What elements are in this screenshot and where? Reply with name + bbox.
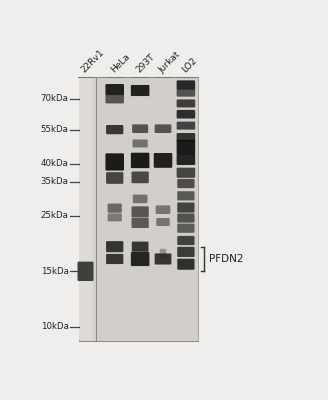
FancyBboxPatch shape [176,133,195,142]
FancyBboxPatch shape [176,80,195,90]
Text: 22Rv1: 22Rv1 [80,48,106,75]
FancyBboxPatch shape [105,94,124,104]
FancyBboxPatch shape [177,236,195,245]
FancyBboxPatch shape [177,247,195,257]
FancyBboxPatch shape [106,172,123,184]
FancyBboxPatch shape [108,204,122,213]
FancyBboxPatch shape [154,153,172,168]
FancyBboxPatch shape [132,206,149,218]
Text: 293T: 293T [134,52,156,75]
FancyBboxPatch shape [176,168,195,178]
FancyBboxPatch shape [177,191,195,200]
FancyBboxPatch shape [79,77,198,341]
FancyBboxPatch shape [177,213,195,223]
FancyBboxPatch shape [132,124,148,133]
FancyBboxPatch shape [156,205,170,214]
FancyBboxPatch shape [176,110,195,118]
FancyBboxPatch shape [177,259,195,270]
FancyBboxPatch shape [106,125,123,134]
Text: 70kDa: 70kDa [41,94,69,103]
Text: HeLa: HeLa [109,52,132,75]
FancyBboxPatch shape [133,195,148,203]
Text: 35kDa: 35kDa [41,178,69,186]
FancyBboxPatch shape [131,85,150,96]
FancyBboxPatch shape [156,218,170,226]
FancyBboxPatch shape [132,218,149,228]
FancyBboxPatch shape [177,202,195,213]
FancyBboxPatch shape [79,78,93,340]
FancyBboxPatch shape [176,100,195,108]
FancyBboxPatch shape [105,153,124,170]
Text: LO2: LO2 [180,56,198,75]
FancyBboxPatch shape [176,89,195,97]
FancyBboxPatch shape [132,172,149,183]
Text: 15kDa: 15kDa [41,267,69,276]
FancyBboxPatch shape [77,262,93,281]
FancyBboxPatch shape [176,122,195,130]
FancyBboxPatch shape [106,254,123,264]
Text: 10kDa: 10kDa [41,322,69,331]
Text: 40kDa: 40kDa [41,159,69,168]
FancyBboxPatch shape [131,153,150,168]
FancyBboxPatch shape [177,224,195,233]
FancyBboxPatch shape [176,154,195,165]
FancyBboxPatch shape [177,179,195,188]
FancyBboxPatch shape [108,213,122,222]
FancyBboxPatch shape [132,242,149,252]
FancyBboxPatch shape [160,249,166,257]
FancyBboxPatch shape [176,140,195,154]
FancyBboxPatch shape [106,241,123,252]
Text: Jurkat: Jurkat [157,50,182,75]
Text: PFDN2: PFDN2 [209,254,243,264]
FancyBboxPatch shape [105,84,124,95]
FancyBboxPatch shape [131,252,150,266]
Text: 25kDa: 25kDa [41,211,69,220]
FancyBboxPatch shape [154,254,172,264]
FancyBboxPatch shape [133,140,148,148]
Text: 55kDa: 55kDa [41,125,69,134]
FancyBboxPatch shape [154,124,172,133]
